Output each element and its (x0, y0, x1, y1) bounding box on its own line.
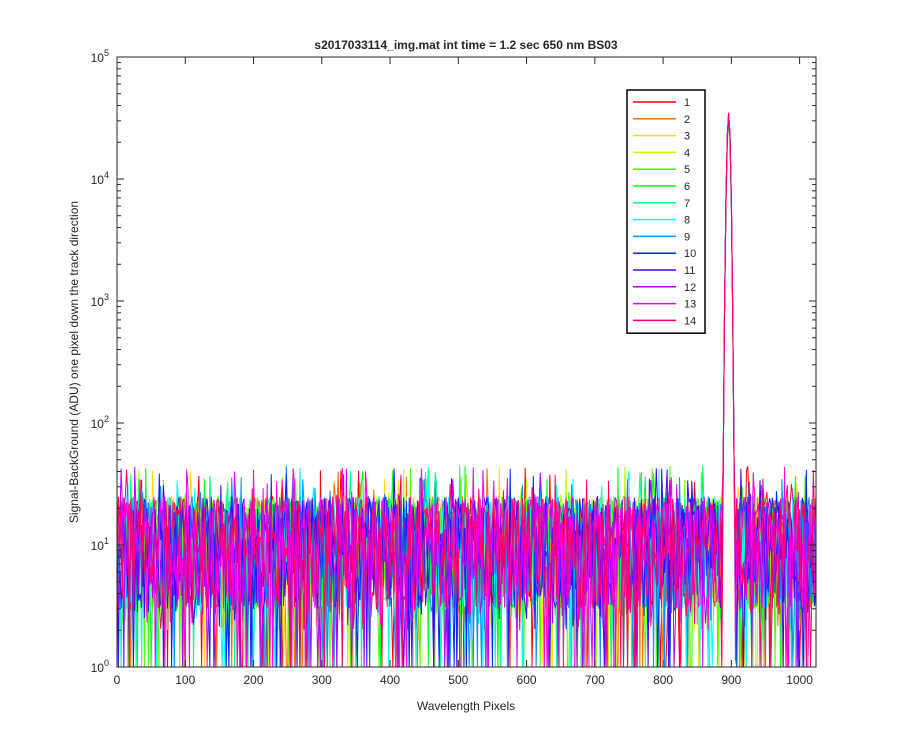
axes: 0 100 200 300 400 500 600 700 800 900 100010010110… (91, 48, 817, 687)
y-tick-label: 101 (91, 536, 109, 553)
legend-label: 11 (684, 265, 695, 277)
axes-box (116, 56, 817, 668)
legend-label: 4 (684, 147, 690, 159)
legend-label: 12 (684, 282, 696, 294)
legend-label: 8 (684, 215, 690, 227)
y-tick-label: 102 (91, 414, 109, 431)
y-tick-label: 104 (91, 170, 109, 187)
x-tick-label: 800 (653, 673, 673, 687)
x-tick-label: 0 (114, 673, 121, 687)
series-layer (117, 112, 816, 667)
x-tick-label: 900 (721, 673, 741, 687)
x-tick-label: 1000 (786, 673, 813, 687)
x-tick-label: 500 (448, 673, 468, 687)
legend-label: 13 (684, 299, 696, 311)
x-tick-label: 700 (585, 673, 605, 687)
legend-label: 3 (684, 131, 690, 143)
chart-title: s2017033114_img.mat int time = 1.2 sec 6… (314, 38, 618, 52)
legend-label: 10 (684, 248, 696, 260)
legend-label: 2 (684, 114, 690, 126)
y-tick-label: 105 (91, 48, 109, 65)
x-tick-label: 200 (244, 673, 264, 687)
x-tick-label: 300 (312, 673, 332, 687)
y-tick-label: 103 (91, 292, 109, 309)
legend-label: 5 (684, 164, 690, 176)
legend-label: 7 (684, 198, 690, 210)
y-axis-label: Signal-BackGround (ADU) one pixel down t… (67, 201, 81, 523)
legend-label: 14 (684, 315, 696, 327)
legend-label: 9 (684, 231, 690, 243)
series-line-14 (117, 112, 816, 667)
x-tick-label: 400 (380, 673, 400, 687)
legend-label: 6 (684, 181, 690, 193)
y-tick-label: 100 (91, 658, 109, 675)
x-tick-label: 600 (517, 673, 537, 687)
legend-box (626, 89, 706, 334)
x-tick-label: 100 (175, 673, 195, 687)
x-axis-label: Wavelength Pixels (417, 699, 515, 713)
legend-label: 1 (684, 97, 690, 109)
